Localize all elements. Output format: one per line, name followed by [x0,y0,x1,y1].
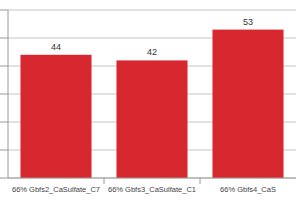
data-label: 44 [51,42,61,52]
y-tick [0,66,8,67]
y-tick [0,10,8,11]
y-tick [0,122,8,123]
y-tick [0,178,8,179]
data-label: 53 [243,17,253,27]
bar [212,30,283,178]
bar [116,60,187,178]
labels: 44 42 53 66% Gbfs2_CaSulfate_C7 66% Gbfs3_Ca… [12,17,276,194]
y-tick [0,150,8,151]
data-label: 42 [147,47,157,57]
y-axis [8,10,9,178]
y-tick [0,94,8,95]
bars [20,30,283,178]
x-tick-label: 66% Gbfs4_CaS [220,185,276,194]
grid-line [8,178,296,179]
y-tick [0,38,8,39]
x-tick-label: 66% Gbfs3_CaSulfate_C1 [108,185,196,194]
chart: 44 42 53 66% Gbfs2_CaSulfate_C7 66% Gbfs3_Ca… [0,0,300,200]
x-tick [200,178,201,184]
x-axis [8,178,296,179]
x-tick [104,178,105,184]
grid-line [8,10,296,11]
grid [0,10,296,178]
x-tick-label: 66% Gbfs2_CaSulfate_C7 [12,185,100,194]
bar [20,55,91,178]
